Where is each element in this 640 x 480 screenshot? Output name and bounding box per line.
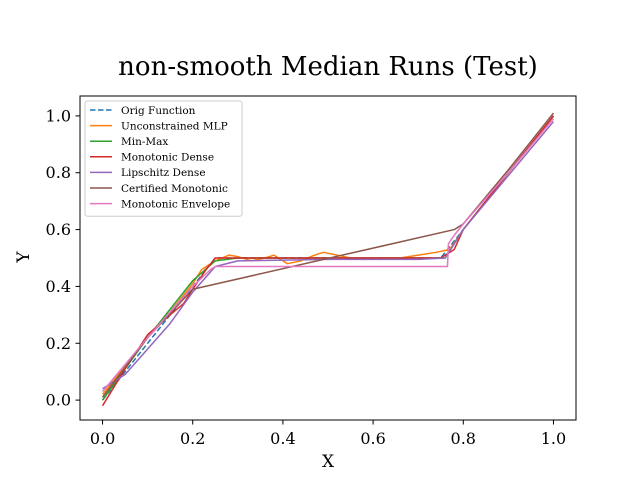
y-axis-title: Y <box>14 251 34 264</box>
y-tick-label: 1.0 <box>46 106 71 125</box>
x-tick-label: 0.2 <box>180 429 205 448</box>
chart-title: non-smooth Median Runs (Test) <box>118 52 538 82</box>
y-tick-label: 0.4 <box>46 277 71 296</box>
legend-label-lipschitz-dense: Lipschitz Dense <box>121 167 206 179</box>
x-axis-title: X <box>322 452 335 472</box>
y-tick-label: 0.2 <box>46 334 71 353</box>
x-tick-label: 0.4 <box>270 429 295 448</box>
legend: Orig Function Unconstrained MLP Min-Max Mon… <box>84 100 243 217</box>
axes-frame <box>79 95 577 421</box>
legend-box <box>84 100 243 217</box>
y-tick-label: 0.8 <box>46 163 71 182</box>
y-tick-label: 0.6 <box>46 220 71 239</box>
plot-area <box>101 112 555 407</box>
legend-label-monotonic-dense: Monotonic Dense <box>121 152 214 164</box>
legend-label-certified-monotonic: Certified Monotonic <box>121 183 228 195</box>
axis-ticks: 0.0 0.2 0.4 0.6 0.8 1.0 0.0 0.2 0.4 0.6 0.8 1.0 <box>46 106 567 448</box>
legend-label-min-max: Min-Max <box>121 136 168 148</box>
legend-label-unconstrained-mlp: Unconstrained MLP <box>121 120 228 132</box>
legend-label-monotonic-envelope: Monotonic Envelope <box>121 198 230 210</box>
series-line-lipschitz-dense <box>102 121 555 390</box>
legend-label-orig-function: Orig Function <box>121 105 196 117</box>
x-tick-label: 0.0 <box>90 429 115 448</box>
x-tick-label: 1.0 <box>541 429 566 448</box>
y-tick-label: 0.0 <box>46 391 71 410</box>
series-line-monotonic-envelope <box>101 118 555 393</box>
x-tick-label: 0.6 <box>360 429 385 448</box>
x-tick-label: 0.8 <box>451 429 476 448</box>
